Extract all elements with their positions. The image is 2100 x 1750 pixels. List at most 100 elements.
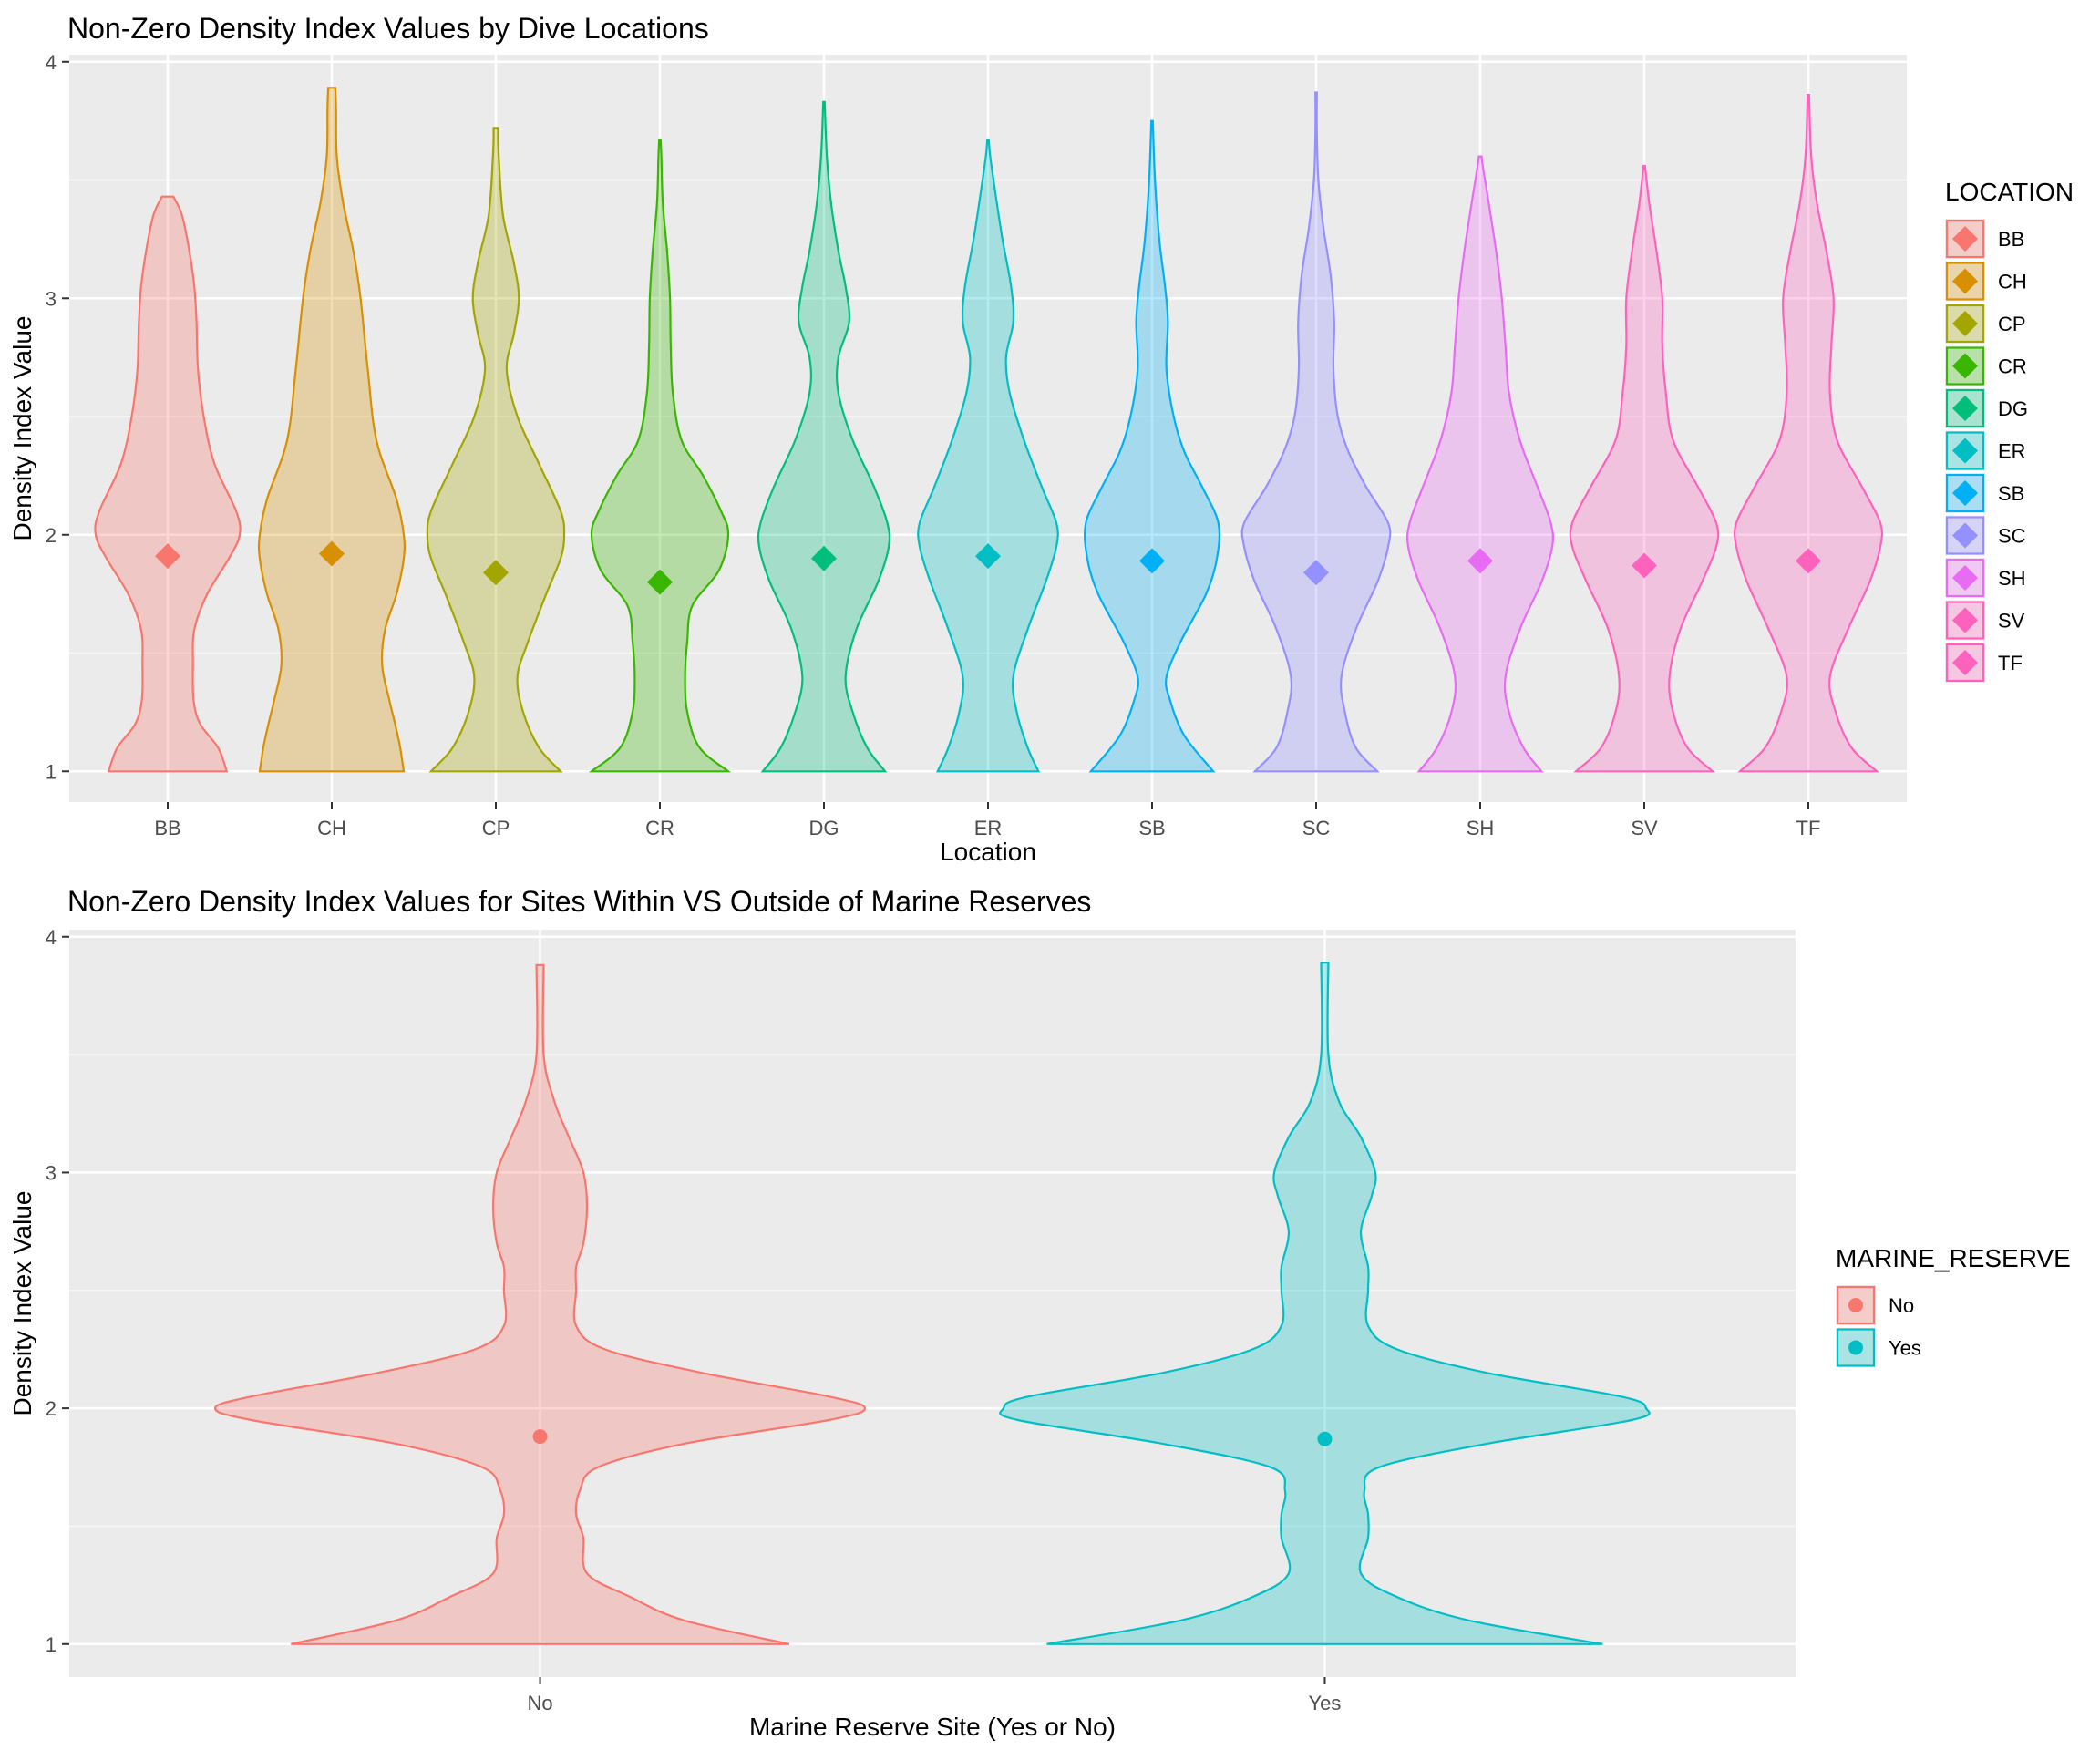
legend-key-marker — [1952, 353, 1978, 379]
chart1-y-axis: 1 2 3 4 — [46, 51, 69, 783]
violin-ch — [257, 87, 407, 773]
legend-label: DG — [1998, 397, 2028, 420]
legend-key-marker — [1952, 565, 1978, 591]
violin-bb — [94, 195, 242, 773]
legend-item-cr: CR — [1945, 345, 2027, 386]
legend-label: SH — [1998, 567, 2026, 590]
x-tick-label: TF — [1796, 817, 1821, 839]
legend-key-marker — [1952, 396, 1978, 421]
chart2-legend: MARINE_RESERVE No Yes — [1836, 1244, 2071, 1368]
x-tick-label: Yes — [1309, 1692, 1342, 1714]
y-tick-label: 1 — [46, 1633, 57, 1656]
violin-dg — [757, 100, 891, 773]
chart1-title: Non-Zero Density Index Values by Dive Lo… — [67, 12, 709, 45]
legend-key-marker — [1952, 480, 1978, 506]
legend-item-sb: SB — [1945, 473, 2024, 513]
violin-cp — [426, 127, 566, 773]
violin-cr — [588, 139, 732, 773]
legend-label: SV — [1998, 610, 2025, 633]
x-tick-label: SC — [1302, 817, 1331, 839]
x-tick-label: CP — [482, 817, 510, 839]
chart1-y-axis-label: Density Index Value — [8, 316, 36, 541]
mean-marker-bb — [155, 543, 180, 570]
mean-marker-no — [532, 1429, 548, 1445]
legend-label: BB — [1998, 228, 2024, 251]
x-tick-label: SH — [1467, 817, 1495, 839]
legend-item-er: ER — [1945, 430, 2026, 471]
chart2-x-axis-label: Marine Reserve Site (Yes or No) — [749, 1713, 1116, 1741]
legend-key-marker — [1952, 650, 1978, 675]
chart2-x-axis: No Yes — [527, 1677, 1341, 1714]
mean-marker-cp — [483, 560, 509, 586]
y-tick-label: 3 — [46, 287, 57, 310]
chart-dive-locations: Non-Zero Density Index Values by Dive Lo… — [8, 12, 2074, 866]
mean-marker-dg — [811, 545, 837, 571]
legend-item-sc: SC — [1945, 515, 2026, 556]
violin-er — [917, 139, 1059, 773]
y-tick-label: 3 — [46, 1161, 57, 1184]
chart1-violins — [94, 87, 1884, 773]
chart1-legend: LOCATION BB CH CP CR DG ER SB SC SH SV TF — [1945, 178, 2074, 683]
legend-item-bb: BB — [1945, 219, 2024, 259]
legend-label: CP — [1998, 313, 2026, 335]
chart1-x-axis-label: Location — [940, 838, 1036, 866]
legend-key-marker — [1952, 311, 1978, 336]
y-tick-label: 1 — [46, 760, 57, 783]
x-tick-label: DG — [809, 817, 839, 839]
mean-marker-sc — [1303, 560, 1329, 586]
violin-sb — [1083, 119, 1221, 773]
y-tick-label: 4 — [46, 51, 57, 74]
legend-key-marker — [1952, 438, 1978, 464]
legend-key-marker — [1952, 522, 1978, 549]
legend-label: SB — [1998, 482, 2024, 505]
mean-marker-yes — [1317, 1431, 1333, 1446]
legend-item-sh: SH — [1945, 558, 2026, 598]
violin-sv — [1569, 164, 1720, 773]
legend-label: No — [1889, 1294, 1914, 1317]
mean-marker-cr — [647, 569, 673, 595]
legend-label: CH — [1998, 271, 2027, 293]
legend-label: CR — [1998, 355, 2027, 378]
legend-key-marker — [1848, 1298, 1863, 1312]
chart2-title: Non-Zero Density Index Values for Sites … — [67, 885, 1091, 918]
legend-key-marker — [1952, 226, 1978, 252]
y-tick-label: 2 — [46, 524, 57, 547]
mean-marker-ch — [319, 540, 345, 567]
mean-marker-er — [975, 543, 1001, 570]
legend-key-marker — [1952, 268, 1978, 294]
legend-item-ch: CH — [1945, 261, 2027, 302]
mean-marker-sv — [1632, 552, 1657, 579]
violin-yes — [999, 962, 1651, 1645]
x-tick-label: SV — [1631, 817, 1658, 839]
mean-marker-tf — [1796, 548, 1821, 574]
legend-label: ER — [1998, 440, 2026, 463]
chart2-plot-background — [69, 930, 1796, 1677]
legend-key-marker — [1848, 1340, 1863, 1355]
chart2-violins — [213, 962, 1651, 1645]
violin-tf — [1733, 94, 1884, 773]
mean-marker-sh — [1467, 548, 1493, 574]
legend-label: Yes — [1889, 1337, 1921, 1360]
chart2-y-axis: 1 2 3 4 — [46, 926, 69, 1656]
legend-label: SC — [1998, 525, 2026, 548]
legend-label: TF — [1998, 652, 2023, 674]
legend-item-no: No — [1836, 1285, 1914, 1325]
legend-item-cp: CP — [1945, 304, 2026, 344]
chart1-x-axis: BB CH CP CR DG ER SB SC SH SV TF — [154, 802, 1820, 839]
legend-key-marker — [1952, 607, 1978, 633]
x-tick-label: BB — [154, 817, 180, 839]
legend-item-yes: Yes — [1836, 1327, 1921, 1368]
x-tick-label: ER — [974, 817, 1003, 839]
x-tick-label: SB — [1138, 817, 1165, 839]
chart1-gridlines — [69, 55, 1907, 802]
chart2-legend-title: MARINE_RESERVE — [1836, 1244, 2071, 1272]
x-tick-label: CR — [645, 817, 674, 839]
violin-sh — [1405, 155, 1555, 773]
mean-marker-sb — [1139, 548, 1165, 574]
violin-sc — [1240, 91, 1392, 773]
x-tick-label: No — [527, 1692, 552, 1714]
chart-marine-reserve: Non-Zero Density Index Values for Sites … — [8, 885, 2071, 1741]
legend-item-dg: DG — [1945, 388, 2028, 428]
legend-item-tf: TF — [1945, 643, 2023, 683]
